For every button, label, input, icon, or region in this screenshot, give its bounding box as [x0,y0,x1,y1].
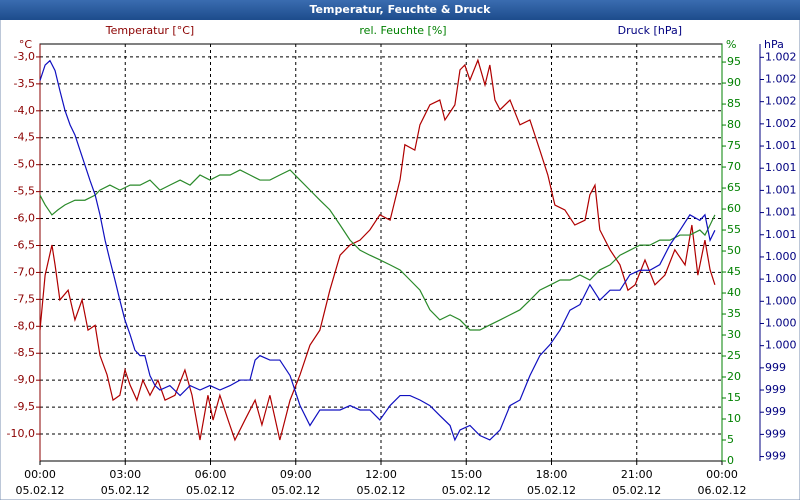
y3-tick-label: 1.001 [765,228,797,241]
x-tick-label: 09:00 [280,468,312,481]
y2-tick-label: 10 [727,412,741,425]
x-tick-label: 12:00 [365,468,397,481]
x-tick-date: 05.02.12 [271,484,320,497]
y-tick-label: -4,0 [14,104,35,117]
y3-tick-label: 1.002 [765,95,797,108]
y2-tick-label: 60 [727,202,741,215]
y2-tick-label: 15 [727,391,741,404]
y-tick-label: -7,0 [14,265,35,278]
x-tick-date: 05.02.12 [186,484,235,497]
y2-tick-label: 40 [727,286,741,299]
y2-tick-label: 25 [727,349,741,362]
y2-tick-label: 70 [727,160,741,173]
y-tick-label: -9,0 [14,373,35,386]
x-tick-label: 18:00 [536,468,568,481]
y3-tick-label: 1.000 [765,272,797,285]
y3-tick-label: 1.000 [765,316,797,329]
x-tick-label: 06:00 [195,468,227,481]
x-tick-label: 00:00 [706,468,738,481]
chart-title: Temperatur, Feuchte & Druck [310,3,492,16]
y-tick-label: -3,5 [14,77,35,90]
title-bar [0,0,800,20]
x-tick-date: 05.02.12 [612,484,661,497]
y-tick-label: -8,5 [14,346,35,359]
y-unit: °C [19,38,33,51]
y3-tick-label: 1.002 [765,117,797,130]
x-tick-date: 05.02.12 [101,484,150,497]
y-tick-label: -9,5 [14,400,35,413]
y2-tick-label: 20 [727,370,741,383]
x-tick-date: 05.02.12 [442,484,491,497]
x-tick-label: 03:00 [109,468,141,481]
y2-tick-label: 85 [727,97,741,110]
y-tick-label: -6,0 [14,212,35,225]
y3-tick-label: 1.002 [765,50,797,63]
y-tick-label: -4,5 [14,131,35,144]
y2-tick-label: 75 [727,139,741,152]
y2-tick-label: 45 [727,265,741,278]
y-tick-label: -10,0 [7,427,35,440]
y2-tick-label: 5 [727,433,734,446]
y3-unit: hPa [764,38,784,51]
x-tick-date: 05.02.12 [527,484,576,497]
x-tick-label: 15:00 [450,468,482,481]
y3-tick-label: 999 [765,450,786,463]
y2-tick-label: 80 [727,118,741,131]
y3-tick-label: 1.001 [765,161,797,174]
y3-tick-label: 1.001 [765,139,797,152]
x-tick-date: 06.02.12 [698,484,747,497]
x-tick-label: 00:00 [24,468,56,481]
x-tick-label: 21:00 [621,468,653,481]
y-tick-label: -6,5 [14,238,35,251]
series-line [39,58,716,442]
y-tick-label: -5,0 [14,158,35,171]
y3-tick-label: 1.000 [765,294,797,307]
y3-tick-label: 1.002 [765,72,797,85]
y3-tick-label: 1.000 [765,339,797,352]
y-tick-label: -8,0 [14,319,35,332]
y2-unit: % [726,38,736,51]
y3-tick-label: 999 [765,361,786,374]
x-tick-date: 05.02.12 [16,484,65,497]
y2-tick-label: 0 [727,454,734,467]
x-tick-date: 05.02.12 [357,484,406,497]
y3-tick-label: 999 [765,427,786,440]
y-tick-label: -7,5 [14,292,35,305]
y-tick-label: -5,5 [14,185,35,198]
legend-label: Druck [hPa] [618,24,682,37]
y3-tick-label: 1.001 [765,183,797,196]
y2-tick-label: 95 [727,55,741,68]
y2-tick-label: 55 [727,223,741,236]
series-line [39,59,716,442]
y-tick-label: -3,0 [14,50,35,63]
y2-tick-label: 30 [727,328,741,341]
legend-label: rel. Feuchte [%] [359,24,446,37]
y2-tick-label: 65 [727,181,741,194]
y3-tick-label: 1.001 [765,206,797,219]
y2-tick-label: 90 [727,76,741,89]
y3-tick-label: 999 [765,405,786,418]
y2-tick-label: 50 [727,244,741,257]
y2-tick-label: 35 [727,307,741,320]
y3-tick-label: 1.000 [765,250,797,263]
series-line [39,169,716,331]
y3-tick-label: 999 [765,383,786,396]
legend-label: Temperatur [°C] [105,24,194,37]
